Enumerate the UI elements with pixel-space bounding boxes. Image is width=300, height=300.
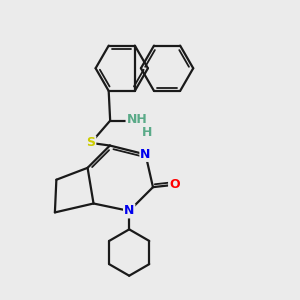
Text: NH: NH [127, 113, 147, 126]
Text: S: S [86, 136, 95, 149]
Text: O: O [169, 178, 180, 191]
Text: N: N [140, 148, 151, 161]
Text: N: N [124, 204, 134, 218]
Text: H: H [142, 126, 152, 139]
